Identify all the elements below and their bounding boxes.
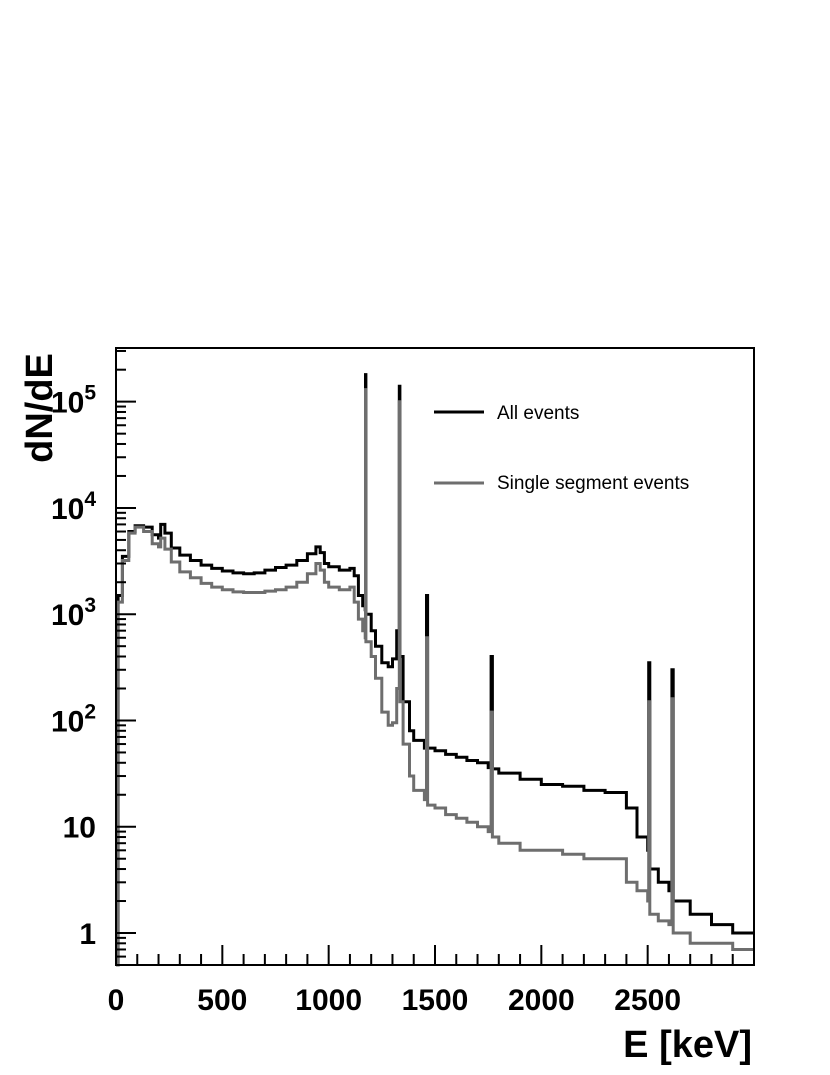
y-axis-title: dN/dE [19, 353, 61, 463]
y-tick-label: 105 [51, 382, 96, 420]
legend: All events Single segment events [434, 403, 689, 494]
y-tick-label: 1 [79, 918, 96, 951]
x-tick-label: 1000 [295, 984, 362, 1017]
series-line-single-segment-events [116, 388, 754, 967]
x-tick-label: 500 [197, 984, 247, 1017]
y-tick-label: 102 [51, 700, 96, 738]
x-tick-label: 0 [108, 984, 125, 1017]
x-tick-label: 1500 [402, 984, 469, 1017]
y-tick-label: 104 [51, 488, 96, 526]
ticks-layer [115, 349, 755, 966]
series-line-all-events [116, 373, 754, 967]
y-tick-label: 10 [63, 812, 96, 845]
y-tick-label: 103 [51, 594, 96, 632]
legend-label-all-events: All events [497, 403, 579, 424]
x-axis-title: E [keV] [623, 1024, 752, 1066]
x-tick-label: 2000 [508, 984, 575, 1017]
tick-labels-layer: 0 500 1000 1500 2000 2500 1 10 102 103 104 105 [51, 382, 681, 1017]
series-layer [116, 373, 754, 967]
legend-label-single-segment-events: Single segment events [497, 473, 689, 494]
x-tick-label: 2500 [614, 984, 681, 1017]
